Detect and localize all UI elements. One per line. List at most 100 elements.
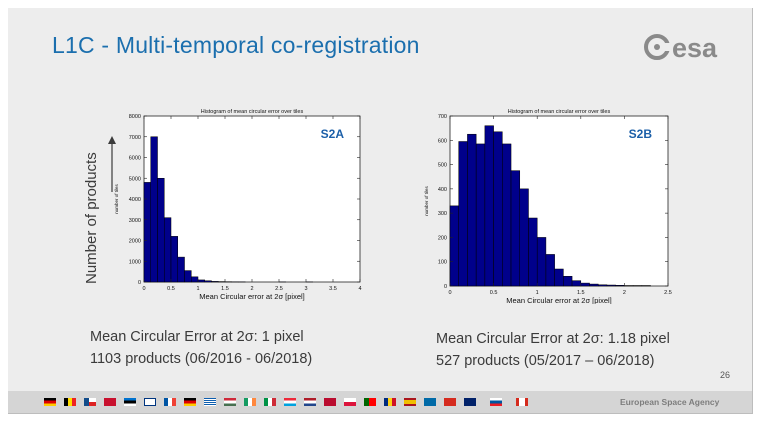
flag-icon: [184, 398, 196, 406]
caption-s2b-line2: 527 products (05/2017 – 06/2018): [436, 353, 655, 369]
histogram-bar: [157, 178, 165, 283]
caption-s2a-line2: 1103 products (06/2016 - 06/2018): [90, 351, 313, 367]
series-tag: S2B: [629, 127, 653, 141]
flag-icon: [424, 398, 436, 406]
flag-icon: [244, 398, 256, 406]
flag-icon: [444, 398, 456, 406]
caption-s2b-line1: Mean Circular Error at 2σ: 1.18 pixel: [436, 331, 670, 347]
x-tick-label: 3.5: [329, 286, 337, 292]
flag-icon: [144, 398, 156, 406]
up-arrow-icon: [108, 136, 116, 192]
histogram-bar: [536, 237, 547, 287]
histogram-bar: [589, 283, 599, 287]
caption-s2b: Mean Circular Error at 2σ: 1.18 pixel 52…: [436, 328, 670, 372]
histogram-bar: [571, 280, 582, 287]
chart-title: Histogram of mean circular error over ti…: [508, 109, 611, 115]
histogram-bar: [606, 284, 616, 287]
plot-area: [143, 115, 361, 283]
histogram-bar: [510, 170, 521, 287]
slide: L1C - Multi-temporal co-registration esa…: [8, 8, 753, 414]
x-tick-label: 1: [196, 286, 199, 292]
histogram-bar: [615, 285, 625, 287]
x-tick-label: 2: [623, 290, 626, 296]
histogram-bar: [184, 270, 192, 283]
histogram-s2a: Histogram of mean circular error over ti…: [114, 109, 362, 301]
histogram-bar: [484, 125, 494, 287]
esa-logo: esa: [644, 33, 718, 62]
flag-icon: [44, 398, 56, 406]
histogram-bar: [528, 217, 538, 287]
y-axis-label: number of tiles: [114, 183, 119, 213]
histogram-bar: [197, 279, 205, 283]
x-tick-label: 2: [250, 286, 253, 292]
flag-icon: [84, 398, 96, 406]
page-number: 26: [720, 370, 731, 380]
y-tick-label: 8000: [129, 114, 141, 120]
histogram-bar: [170, 236, 178, 283]
histogram-bar: [502, 143, 512, 287]
x-tick-label: 0: [142, 286, 145, 292]
histogram-bar: [204, 280, 212, 283]
histogram-bar: [458, 141, 468, 287]
y-tick-label: 600: [438, 138, 447, 144]
esa-logo-text: esa: [672, 33, 718, 62]
flag-icon: [204, 398, 216, 406]
flag-icon: [224, 398, 236, 406]
flag-icon: [64, 398, 76, 406]
histogram-bar: [467, 133, 477, 287]
y-tick-label: 100: [438, 260, 447, 266]
series-tag: S2A: [321, 127, 345, 141]
x-tick-label: 0.5: [490, 290, 498, 296]
y-tick-label: 7000: [129, 135, 141, 141]
histogram-bar: [580, 282, 590, 287]
histogram-bar: [177, 256, 185, 283]
y-tick-label: 400: [438, 187, 447, 193]
x-tick-label: 0: [448, 290, 451, 296]
y-tick-label: 0: [444, 284, 447, 290]
histogram-bar: [143, 182, 151, 283]
x-tick-label: 1: [536, 290, 539, 296]
y-tick-label: 6000: [129, 156, 141, 162]
histogram-bar: [545, 254, 555, 287]
footer-agency: European Space Agency: [620, 397, 720, 407]
y-tick-label: 3000: [129, 218, 141, 224]
flag-icon: [124, 398, 136, 406]
histogram-bar: [563, 276, 573, 287]
histogram-bar: [597, 284, 608, 287]
y-tick-label: 0: [138, 280, 141, 286]
y-axis-arrow-text: Number of products: [83, 152, 100, 284]
histogram-bar: [211, 281, 219, 283]
flag-icon: [384, 398, 396, 406]
histogram-bar: [164, 217, 172, 283]
flag-icon: [304, 398, 316, 406]
histogram-s2b: Histogram of mean circular error over ti…: [424, 109, 672, 304]
y-axis-arrow-label: Number of products: [83, 152, 100, 284]
y-tick-label: 300: [438, 211, 447, 217]
x-axis-label: Mean Circular error at 2σ [pixel]: [199, 292, 305, 301]
flag-icon: [164, 398, 176, 406]
caption-s2a: Mean Circular Error at 2σ: 1 pixel 1103 …: [90, 326, 312, 370]
flag-icon: [344, 398, 356, 406]
flag-icon: [364, 398, 376, 406]
footer-bar: European Space Agency: [8, 391, 752, 413]
histogram-bar: [519, 188, 529, 287]
x-axis-label: Mean Circular error at 2σ [pixel]: [506, 296, 612, 304]
y-tick-label: 2000: [129, 239, 141, 245]
flag-icon: [464, 398, 476, 406]
flag-icon: [404, 398, 416, 406]
histogram-bar: [191, 276, 199, 283]
x-tick-label: 0.5: [167, 286, 175, 292]
chart-title: Histogram of mean circular error over ti…: [201, 109, 304, 115]
x-tick-label: 2.5: [664, 290, 672, 296]
y-axis-label: number of tiles: [424, 185, 429, 215]
flag-icon: [264, 398, 276, 406]
flag-icon: [284, 398, 296, 406]
x-tick-label: 1.5: [221, 286, 229, 292]
y-tick-label: 700: [438, 114, 447, 120]
x-tick-label: 1.5: [577, 290, 585, 296]
y-tick-label: 200: [438, 235, 447, 241]
y-tick-label: 5000: [129, 176, 141, 182]
x-tick-label: 4: [358, 286, 361, 292]
esa-logo-mark: [644, 34, 671, 60]
histogram-bar: [150, 136, 158, 283]
